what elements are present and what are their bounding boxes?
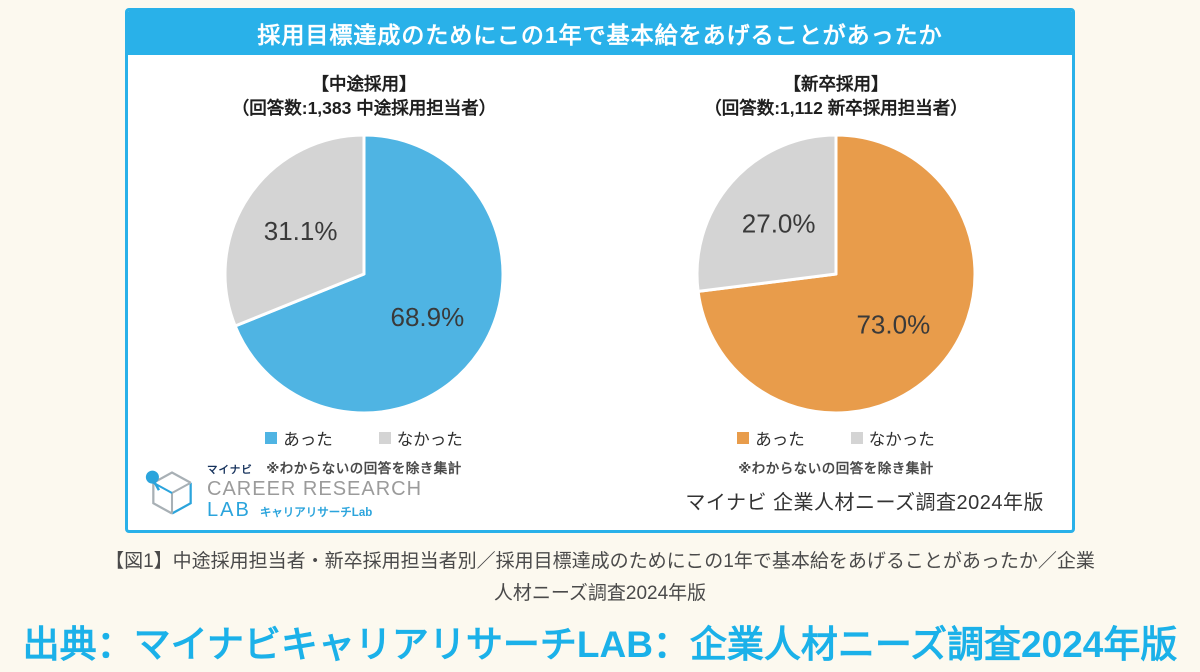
pie-value-label: 27.0%: [742, 209, 816, 239]
legend-swatch: [737, 432, 750, 445]
logo-career-research: CAREER RESEARCH: [207, 477, 423, 500]
logo-brand: マイナビ: [207, 464, 253, 477]
legend-label: なかった: [868, 431, 935, 450]
figure-caption: 【図1】中途採用担当者・新卒採用担当者別／採用目標達成のためにこの1年で基本給を…: [105, 551, 1095, 605]
pie-chart-midcareer: 【中途採用】 （回答数:1,383 中途採用担当者） 68.9% 31.1% あっ…: [128, 73, 600, 477]
logo-text: マイナビ CAREER RESEARCH LAB キャリアリサーチLab: [207, 465, 422, 520]
charts-row: 【中途採用】 （回答数:1,383 中途採用担当者） 68.9% 31.1% あっ…: [128, 73, 1072, 477]
newgrad-legend: あった なかった: [737, 426, 935, 450]
survey-label: マイナビ 企業人材ニーズ調査2024年版: [685, 492, 1044, 514]
newgrad-subtitle: （回答数:1,112 新卒採用担当者）: [704, 97, 968, 118]
logo-lab: LAB: [207, 498, 251, 521]
legend-item: あった: [265, 426, 333, 450]
chart-panel: 採用目標達成のためにこの1年で基本給をあげることがあったか 【中途採用】 （回答…: [125, 8, 1075, 533]
newgrad-title: 【新卒採用】: [783, 74, 889, 94]
legend-item: なかった: [850, 426, 935, 450]
panel-title: 採用目標達成のためにこの1年で基本給をあげることがあったか: [257, 22, 943, 48]
legend-label: あった: [755, 431, 805, 450]
logo-lab-row: LAB キャリアリサーチLab: [207, 498, 422, 521]
pie-value-label: 73.0%: [856, 310, 930, 340]
pie-slice: [233, 133, 505, 415]
midcareer-legend: あった なかった: [265, 426, 463, 450]
pie-chart-newgrad: 【新卒採用】 （回答数:1,112 新卒採用担当者） 73.0% 27.0% あっ…: [600, 73, 1072, 477]
midcareer-pie: 68.9% 31.1%: [223, 133, 505, 415]
mynavi-cube-icon: [145, 470, 192, 515]
legend-label: なかった: [396, 431, 463, 450]
legend-swatch: [265, 432, 278, 445]
pie-slice: [695, 133, 838, 294]
newgrad-note: ※わからないの回答を除き集計: [738, 461, 934, 477]
newgrad-pie: 73.0% 27.0%: [695, 133, 977, 415]
midcareer-note: ※わからないの回答を除き集計: [266, 461, 462, 477]
logo-lab-jp: キャリアリサーチLab: [259, 506, 373, 519]
legend-item: あった: [737, 426, 805, 450]
panel-title-bar: 採用目標達成のためにこの1年で基本給をあげることがあったか: [128, 11, 1072, 55]
career-research-lab-logo: マイナビ CAREER RESEARCH LAB キャリアリサーチLab: [144, 465, 422, 521]
newgrad-heading: 【新卒採用】 （回答数:1,112 新卒採用担当者）: [704, 73, 968, 120]
pie-value-label: 68.9%: [390, 302, 464, 332]
pie-value-label: 31.1%: [264, 216, 338, 246]
legend-swatch: [378, 432, 391, 445]
legend-swatch: [850, 432, 863, 445]
midcareer-heading: 【中途採用】 （回答数:1,383 中途採用担当者）: [232, 73, 496, 120]
legend-item: なかった: [378, 426, 463, 450]
midcareer-title: 【中途採用】: [311, 74, 417, 94]
midcareer-subtitle: （回答数:1,383 中途採用担当者）: [231, 97, 497, 118]
source-line: 出典：マイナビキャリアリサーチLAB：企業人材ニーズ調査2024年版: [22, 623, 1178, 665]
pie-slice: [223, 133, 366, 328]
legend-label: あった: [283, 431, 333, 450]
